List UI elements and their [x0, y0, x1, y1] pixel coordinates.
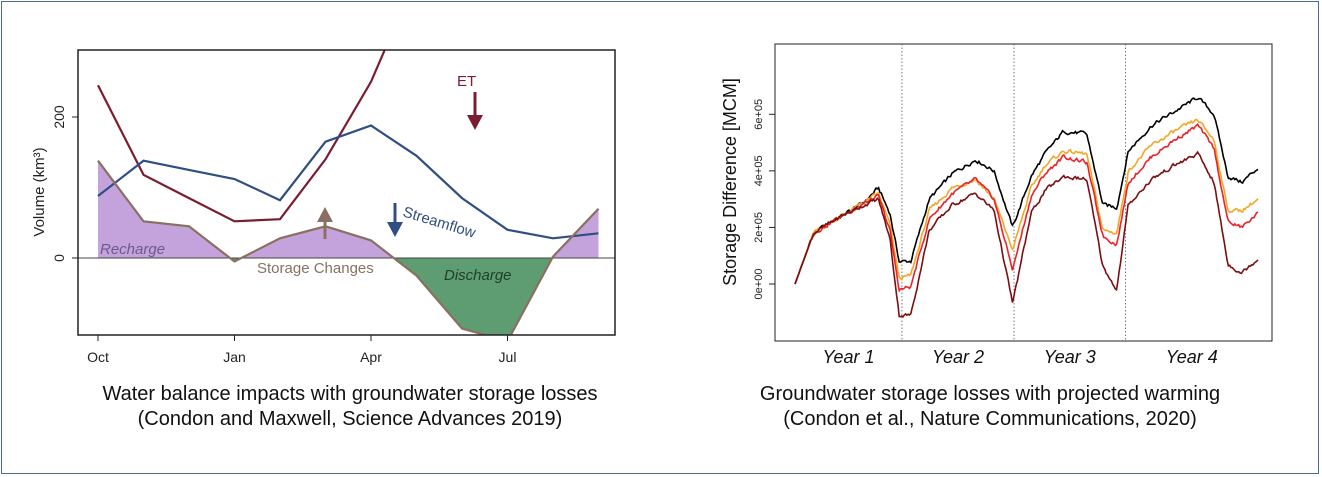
et-line	[97, 50, 386, 223]
storage-difference-chart: 0e+00 2e+05 4e+05 6e+05 Year 1 Year 2 Year 3 Y…	[720, 43, 1273, 367]
y-axis-label: Storage Difference [MCM]	[720, 78, 740, 286]
year-label: Year 1	[822, 347, 874, 367]
left-caption-line2: (Condon and Maxwell, Science Advances 20…	[137, 408, 563, 430]
recharge-area	[98, 160, 599, 258]
y-tick-label: 2e+05	[753, 212, 765, 243]
right-caption-line2: (Condon et al., Nature Communications, 2…	[783, 408, 1197, 430]
warming-1-line	[794, 118, 1259, 285]
warming-3-line	[794, 150, 1259, 318]
et-arrow	[467, 92, 483, 130]
streamflow-label: Streamflow	[401, 204, 478, 242]
x-tick-label: Jul	[499, 349, 517, 365]
recharge-label: Recharge	[100, 241, 165, 258]
plot-area-border	[774, 43, 1273, 342]
left-caption: Water balance impacts with groundwater s…	[20, 382, 680, 432]
storage-changes-label: Storage Changes	[257, 260, 374, 277]
y-tick-label: 200	[51, 105, 67, 129]
storage-changes-arrow	[317, 207, 333, 239]
et-label: ET	[457, 73, 476, 90]
y-axis-label: Volume (km³)	[31, 147, 48, 236]
x-tick-label: Jan	[223, 349, 246, 365]
warming-2-line	[794, 123, 1259, 293]
year-label: Year 4	[1166, 347, 1218, 367]
streamflow-line	[97, 124, 599, 240]
y-tick-label: 4e+05	[753, 155, 765, 186]
y-tick-label: 6e+05	[753, 99, 765, 130]
streamflow-arrow	[387, 203, 403, 237]
x-tick-label: Apr	[360, 349, 382, 365]
y-tick-label: 0	[51, 254, 67, 262]
storage-changes-line	[97, 160, 600, 335]
right-caption-line1: Groundwater storage losses with projecte…	[759, 383, 1221, 405]
year-label: Year 3	[1044, 347, 1096, 367]
baseline-line	[794, 97, 1259, 285]
left-caption-line1: Water balance impacts with groundwater s…	[102, 383, 598, 405]
right-caption: Groundwater storage losses with projecte…	[680, 382, 1300, 432]
y-tick-label: 0e+00	[753, 269, 765, 300]
discharge-label: Discharge	[444, 267, 512, 284]
year-label: Year 2	[932, 347, 984, 367]
x-tick-label: Oct	[87, 349, 109, 365]
plot-area-border	[77, 49, 616, 336]
discharge-area	[98, 258, 599, 335]
